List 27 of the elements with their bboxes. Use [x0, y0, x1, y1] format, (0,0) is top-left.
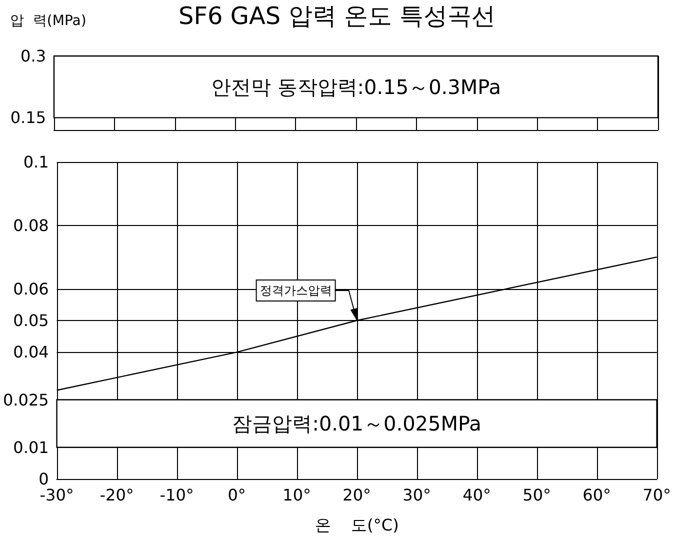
x-tick-label: 0°: [228, 486, 246, 504]
x-tick-label: -20°: [100, 486, 134, 504]
y-axis-title: 압 력(MPa): [10, 13, 86, 29]
y-tick-label: 0: [38, 470, 49, 488]
band-label: 안전막 동작압력:0.15～0.3MPa: [210, 74, 502, 99]
x-tick-label: 30°: [402, 486, 431, 504]
annotation: 정격가스압력: [260, 284, 332, 298]
x-tick-label: -30°: [40, 486, 74, 504]
y-tick-label: 0.08: [13, 216, 49, 235]
x-tick-label: 50°: [522, 486, 551, 504]
x-axis-title: 온 도(°C): [314, 516, 399, 534]
y-tick-label: 0.15: [10, 108, 46, 128]
y-tick-label: 0.01: [13, 438, 49, 457]
y-tick-label: 0.025: [2, 390, 49, 410]
y-tick-label: 0.06: [13, 279, 49, 298]
y-tick-label: 0.3: [20, 46, 46, 66]
chart-title: SF6 GAS 압력 온도 특성곡선: [178, 2, 496, 30]
x-tick-label: 70°: [642, 486, 671, 504]
y-tick-label: 0.1: [23, 152, 49, 172]
x-tick-label: 10°: [282, 486, 311, 504]
band-label: 잠금압력:0.01～0.025MPa: [232, 412, 482, 436]
x-tick-label: 40°: [462, 486, 491, 504]
x-tick-label: 20°: [342, 486, 371, 504]
y-tick-label: 0.04: [13, 342, 49, 362]
y-tick-label: 0.05: [13, 311, 49, 330]
x-tick-label: 60°: [582, 486, 611, 504]
x-tick-label: -10°: [160, 486, 194, 504]
